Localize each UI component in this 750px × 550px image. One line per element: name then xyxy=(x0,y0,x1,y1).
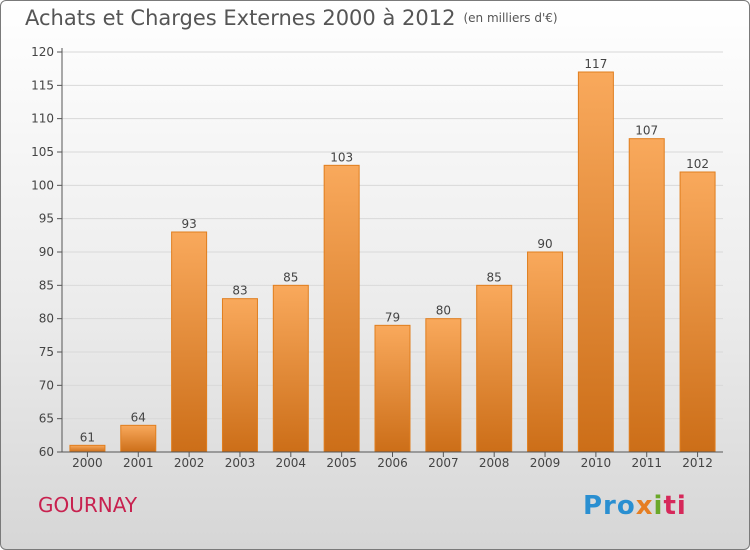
x-tick-label: 2000 xyxy=(72,456,103,470)
x-tick-label: 2006 xyxy=(377,456,408,470)
chart-title-block: Achats et Charges Externes 2000 à 2012 (e… xyxy=(25,6,558,30)
data-label: 107 xyxy=(635,124,658,138)
y-tick-label: 80 xyxy=(39,312,54,326)
logo-part-2: x xyxy=(635,491,654,521)
x-tick-label: 2001 xyxy=(123,456,154,470)
y-tick-label: 75 xyxy=(39,345,54,359)
bar-2009 xyxy=(527,251,564,453)
logo-part-1: Pro xyxy=(583,491,636,521)
data-label: 83 xyxy=(232,284,247,298)
y-tick-label: 100 xyxy=(31,178,54,192)
data-label: 80 xyxy=(436,304,451,318)
proxiti-logo: Proxiti xyxy=(583,491,687,521)
data-label: 90 xyxy=(537,237,552,251)
data-label: 85 xyxy=(283,270,298,284)
data-label: 93 xyxy=(181,217,196,231)
logo-part-4: ti xyxy=(663,491,687,521)
bar-2011 xyxy=(628,138,665,453)
x-tick-label: 2005 xyxy=(326,456,357,470)
data-label: 61 xyxy=(80,430,95,444)
x-tick-label: 2003 xyxy=(225,456,256,470)
data-label: 102 xyxy=(686,157,709,171)
data-label: 117 xyxy=(584,57,607,71)
y-tick-label: 110 xyxy=(31,112,54,126)
bar-2001 xyxy=(120,424,157,453)
y-tick-label: 70 xyxy=(39,378,54,392)
data-label: 79 xyxy=(385,310,400,324)
bar-2007 xyxy=(425,318,462,453)
data-label: 64 xyxy=(131,410,146,424)
y-tick-label: 85 xyxy=(39,278,54,292)
bar-2004 xyxy=(272,284,309,453)
bar-2005 xyxy=(323,164,360,453)
y-tick-label: 60 xyxy=(39,445,54,459)
bar-2010 xyxy=(577,71,614,453)
y-tick-label: 120 xyxy=(31,45,54,59)
y-tick-label: 95 xyxy=(39,212,54,226)
commune-name: GOURNAY xyxy=(38,493,138,517)
bar-2006 xyxy=(374,324,411,453)
chart-subtitle: (en milliers d'€) xyxy=(463,11,558,25)
axes: 60 65 70 75 80 85 90 95 100 105 110 115 120 2000 2001 2… xyxy=(31,45,723,470)
x-tick-label: 2004 xyxy=(276,456,307,470)
bar-2000 xyxy=(69,444,106,453)
x-tick-label: 2008 xyxy=(479,456,510,470)
data-label: 103 xyxy=(330,150,353,164)
bar-2012 xyxy=(679,171,716,453)
y-tick-label: 115 xyxy=(31,78,54,92)
bars xyxy=(69,71,716,453)
x-tick-label: 2009 xyxy=(530,456,561,470)
bar-2002 xyxy=(171,231,208,453)
y-tick-label: 65 xyxy=(39,412,54,426)
bar-2008 xyxy=(476,284,513,453)
x-tick-label: 2011 xyxy=(631,456,662,470)
x-tick-label: 2012 xyxy=(682,456,713,470)
x-tick-label: 2010 xyxy=(581,456,612,470)
data-label: 85 xyxy=(487,270,502,284)
y-tick-label: 105 xyxy=(31,145,54,159)
x-tick-label: 2007 xyxy=(428,456,459,470)
logo-part-3: i xyxy=(653,491,664,521)
x-tick-label: 2002 xyxy=(174,456,205,470)
chart-title: Achats et Charges Externes 2000 à 2012 xyxy=(25,6,456,30)
bar-2003 xyxy=(221,298,258,453)
y-tick-label: 90 xyxy=(39,245,54,259)
data-labels: 61 64 93 83 85 103 79 80 85 90 117 107 102 xyxy=(80,57,709,444)
